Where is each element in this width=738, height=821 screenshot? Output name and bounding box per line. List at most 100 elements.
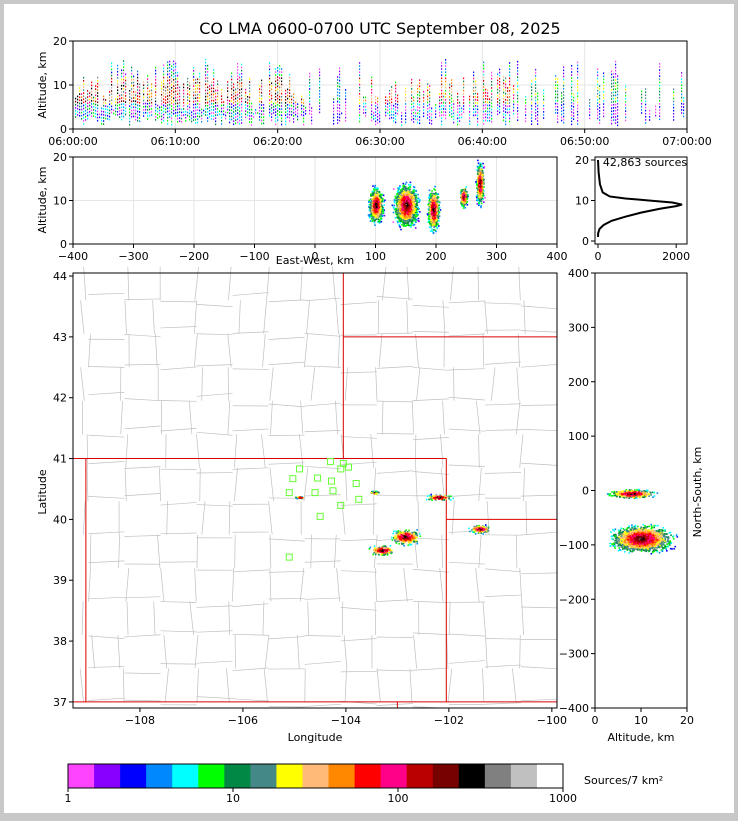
time-height-source-mark xyxy=(173,73,174,75)
time-height-source-mark xyxy=(557,78,558,80)
time-height-source-mark xyxy=(443,102,444,104)
time-height-source-mark xyxy=(445,108,446,110)
time-height-source-mark xyxy=(473,115,474,117)
time-height-source-mark xyxy=(615,88,616,90)
time-height-source-mark xyxy=(503,101,504,103)
time-height-source-mark xyxy=(123,110,124,112)
time-height-source-mark xyxy=(277,119,278,121)
time-height-source-mark xyxy=(147,103,148,105)
time-height-source-mark xyxy=(295,108,296,110)
time-height-source-mark xyxy=(453,103,454,105)
time-height-source-mark xyxy=(571,90,572,92)
time-height-source-mark xyxy=(225,115,226,117)
time-height-source-mark xyxy=(205,68,206,70)
time-height-source-mark xyxy=(445,74,446,76)
time-height-source-mark xyxy=(133,82,134,84)
time-height-source-mark xyxy=(451,82,452,84)
time-height-source-mark xyxy=(117,105,118,107)
time-height-source-mark xyxy=(217,96,218,98)
time-height-source-mark xyxy=(125,86,126,88)
time-height-source-mark xyxy=(571,96,572,98)
ew-height-source-mark xyxy=(413,190,415,192)
time-height-source-mark xyxy=(405,88,406,90)
time-height-source-mark xyxy=(83,120,84,122)
time-height-source-mark xyxy=(393,108,394,110)
time-height-source-mark xyxy=(151,83,152,85)
time-height-source-mark xyxy=(75,98,76,100)
time-height-source-mark xyxy=(233,87,234,89)
time-height-source-mark xyxy=(489,120,490,122)
time-height-source-mark xyxy=(183,111,184,113)
time-height-source-mark xyxy=(277,107,278,109)
time-height-source-mark xyxy=(561,114,562,116)
time-height-source-mark xyxy=(475,90,476,92)
time-height-source-mark xyxy=(291,105,292,107)
ew-height-source-mark xyxy=(374,185,376,187)
time-height-source-mark xyxy=(131,85,132,87)
time-height-source-mark xyxy=(231,103,232,105)
time-height-source-mark xyxy=(531,96,532,98)
time-height-source-mark xyxy=(535,109,536,111)
time-height-source-mark xyxy=(555,78,556,80)
ew-height-source-mark xyxy=(374,220,376,222)
time-height-source-mark xyxy=(221,114,222,116)
time-height-source-mark xyxy=(199,88,200,90)
time-height-source-mark xyxy=(157,105,158,107)
time-height-source-mark xyxy=(439,100,440,102)
time-height-source-mark xyxy=(159,107,160,109)
time-height-source-mark xyxy=(375,108,376,110)
time-height-source-mark xyxy=(151,114,152,116)
time-height-source-mark xyxy=(199,107,200,109)
time-height-source-mark xyxy=(245,92,246,94)
time-height-source-mark xyxy=(287,92,288,94)
time-height-source-mark xyxy=(279,65,280,67)
time-height-source-mark xyxy=(441,90,442,92)
time-height-source-mark xyxy=(385,115,386,117)
time-height-source-mark xyxy=(505,93,506,95)
ew-height-source-mark xyxy=(405,200,407,202)
time-height-source-mark xyxy=(659,75,660,77)
time-height-source-mark xyxy=(557,112,558,114)
time-height-source-mark xyxy=(375,105,376,107)
time-height-source-mark xyxy=(537,111,538,113)
time-height-source-mark xyxy=(681,112,682,114)
time-height-source-mark xyxy=(285,99,286,101)
time-height-source-mark xyxy=(249,106,250,108)
time-height-source-mark xyxy=(359,118,360,120)
ew-height-source-mark xyxy=(407,210,409,212)
time-height-source-mark xyxy=(213,112,214,114)
time-height-source-mark xyxy=(109,100,110,102)
time-height-source-mark xyxy=(427,105,428,107)
time-height-source-mark xyxy=(217,111,218,113)
time-height-source-mark xyxy=(183,108,184,110)
time-height-source-mark xyxy=(577,120,578,122)
time-height-source-mark xyxy=(491,109,492,111)
time-height-source-mark xyxy=(303,105,304,107)
time-height-source-mark xyxy=(207,105,208,107)
ew-height-source-mark xyxy=(413,203,415,205)
time-height-source-mark xyxy=(443,93,444,95)
time-height-source-mark xyxy=(197,100,198,102)
time-height-source-mark xyxy=(93,100,94,102)
time-height-source-mark xyxy=(333,117,334,119)
time-height-source-mark xyxy=(269,72,270,74)
time-height-source-mark xyxy=(147,84,148,86)
time-height-source-mark xyxy=(441,117,442,119)
time-height-source-mark xyxy=(199,73,200,75)
time-height-source-mark xyxy=(391,114,392,116)
time-height-source-mark xyxy=(473,84,474,86)
time-height-source-mark xyxy=(659,109,660,111)
time-height-source-mark xyxy=(683,100,684,102)
time-height-source-mark xyxy=(275,96,276,98)
time-height-source-mark xyxy=(475,80,476,82)
time-height-source-mark xyxy=(525,105,526,107)
time-height-source-mark xyxy=(449,115,450,117)
time-height-source-mark xyxy=(263,110,264,112)
time-height-source-mark xyxy=(611,98,612,100)
time-height-source-mark xyxy=(439,109,440,111)
time-height-source-mark xyxy=(599,88,600,90)
time-height-source-mark xyxy=(173,113,174,115)
time-height-source-mark xyxy=(189,85,190,87)
time-height-source-mark xyxy=(435,116,436,118)
time-height-source-mark xyxy=(177,84,178,86)
